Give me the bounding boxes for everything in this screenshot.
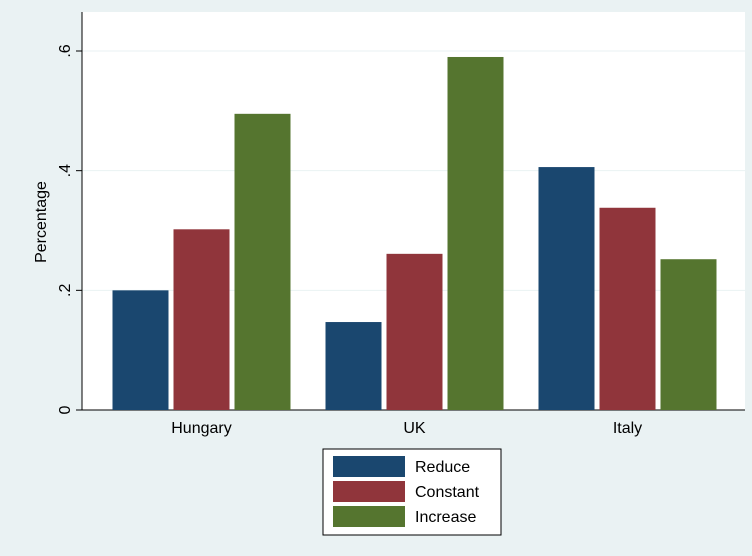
y-tick-label: .2 bbox=[57, 284, 74, 297]
legend-label: Increase bbox=[415, 509, 476, 526]
y-tick-label: .4 bbox=[57, 164, 74, 177]
x-tick-label: UK bbox=[403, 420, 426, 437]
x-tick-label: Italy bbox=[613, 420, 642, 437]
bar bbox=[234, 113, 291, 410]
legend-swatch bbox=[333, 506, 405, 527]
legend-swatch bbox=[333, 456, 405, 477]
y-tick-label: 0 bbox=[57, 405, 74, 414]
bar bbox=[447, 56, 504, 410]
bar bbox=[660, 259, 717, 410]
legend-swatch bbox=[333, 481, 405, 502]
legend-label: Reduce bbox=[415, 459, 470, 476]
bar bbox=[386, 253, 443, 410]
bar bbox=[173, 229, 230, 410]
y-tick-label: .6 bbox=[57, 44, 74, 57]
bar bbox=[325, 322, 382, 410]
bar bbox=[599, 207, 656, 410]
legend-label: Constant bbox=[415, 484, 480, 501]
bar bbox=[112, 290, 169, 410]
y-axis-label: Percentage bbox=[33, 181, 50, 263]
x-tick-label: Hungary bbox=[171, 420, 231, 437]
bar bbox=[538, 167, 595, 410]
